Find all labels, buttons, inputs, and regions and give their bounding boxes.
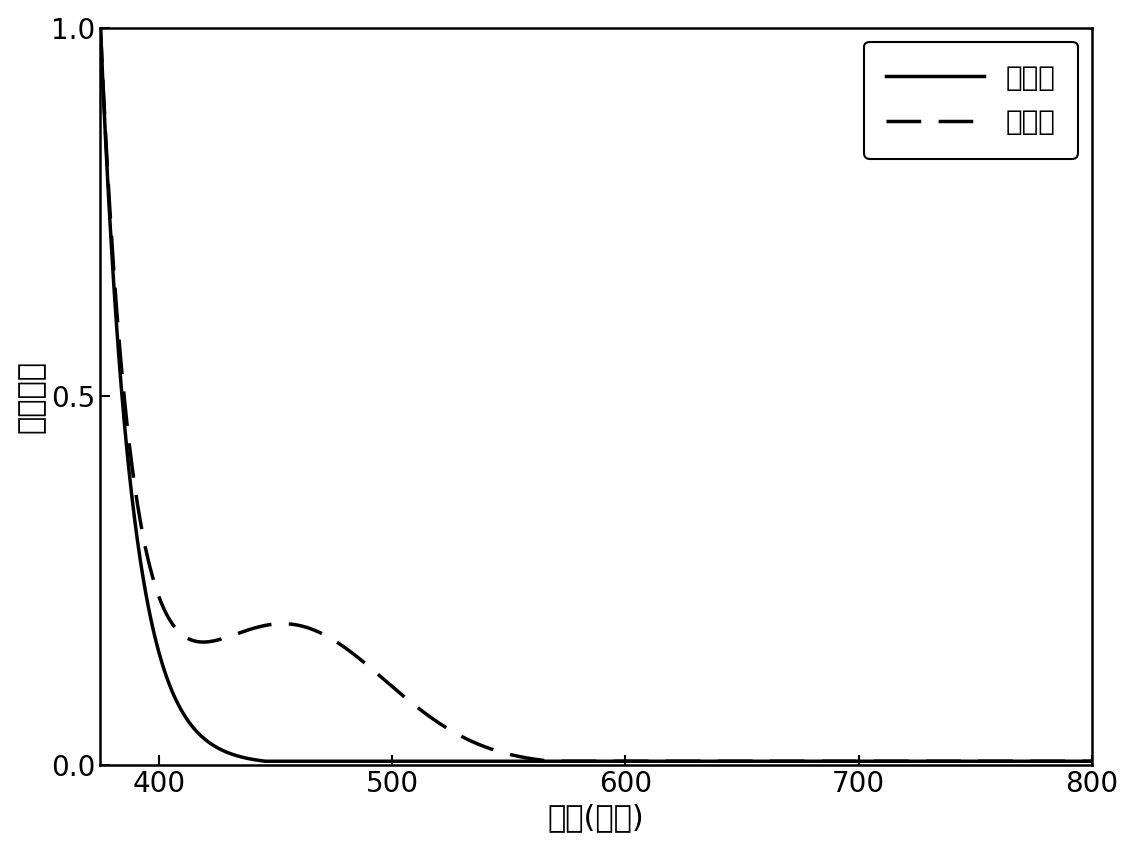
照射前 bbox=[207, 740, 220, 751]
照射前 bbox=[266, 756, 279, 767]
照射后 bbox=[1066, 756, 1079, 767]
照射前 bbox=[1085, 756, 1099, 767]
Line: 照射前: 照射前 bbox=[101, 28, 1092, 762]
照射前 bbox=[94, 23, 108, 33]
照射后 bbox=[1085, 756, 1099, 767]
照射前 bbox=[518, 756, 531, 767]
照射后 bbox=[94, 23, 108, 33]
照射前 bbox=[474, 756, 488, 767]
照射前 bbox=[1066, 756, 1079, 767]
照射后 bbox=[207, 636, 220, 646]
Legend: 照射前, 照射后: 照射前, 照射后 bbox=[864, 42, 1078, 159]
照射后 bbox=[516, 752, 530, 762]
X-axis label: 波长(纳米): 波长(纳米) bbox=[548, 803, 645, 832]
照射后 bbox=[545, 756, 558, 767]
照射后 bbox=[266, 619, 279, 629]
Line: 照射后: 照射后 bbox=[101, 28, 1092, 762]
照射前 bbox=[959, 756, 973, 767]
照射前 bbox=[259, 756, 272, 767]
Y-axis label: 吸收强度: 吸收强度 bbox=[17, 360, 45, 433]
照射后 bbox=[473, 740, 487, 751]
照射后 bbox=[959, 756, 973, 767]
